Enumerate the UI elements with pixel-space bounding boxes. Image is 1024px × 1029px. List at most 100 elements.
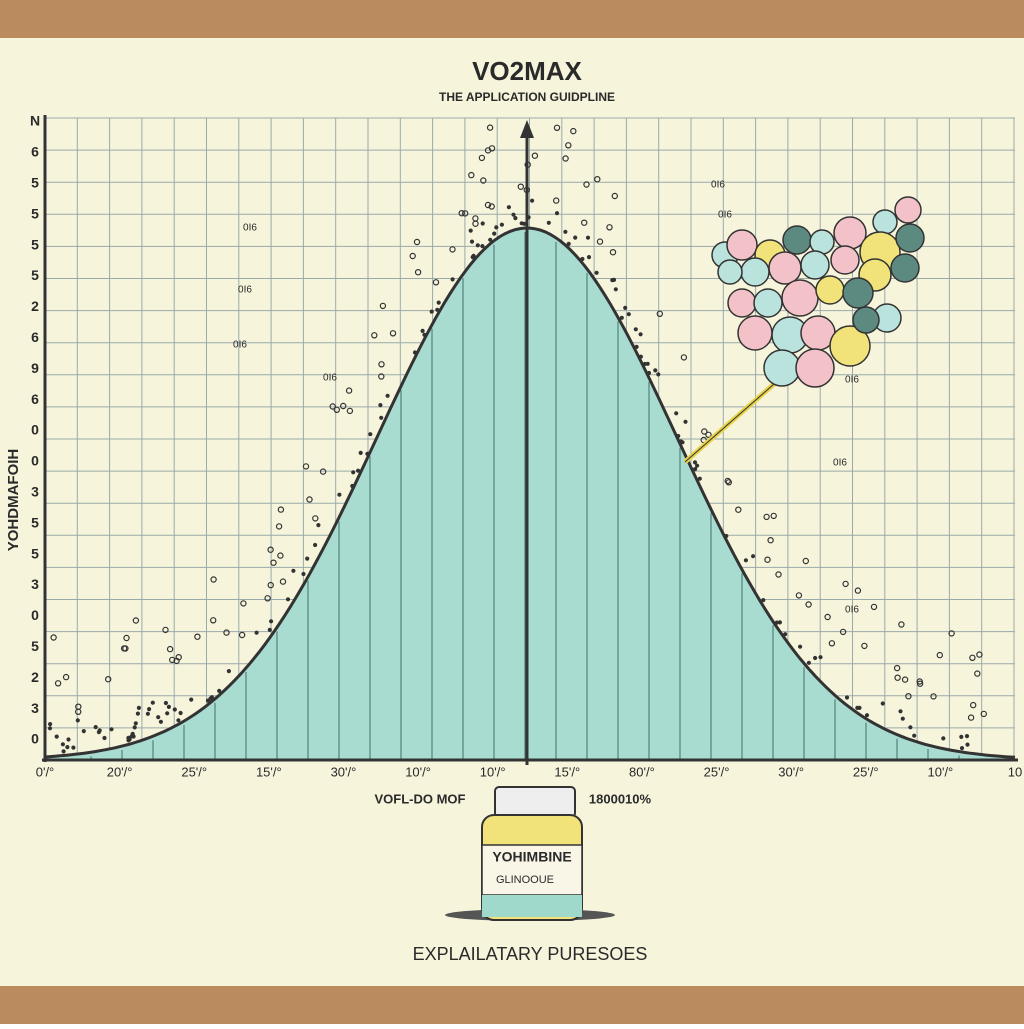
- dot: [976, 651, 983, 658]
- x-label: 25'/°: [181, 764, 207, 779]
- annotation: 0I6: [323, 373, 337, 384]
- scatter-dots: [47, 124, 988, 754]
- dot: [855, 705, 860, 711]
- dot: [238, 631, 246, 639]
- dot: [562, 155, 569, 162]
- dot: [680, 440, 685, 445]
- x-label: 15'/°: [554, 764, 580, 779]
- dot: [471, 253, 476, 258]
- x-label: 15'/°: [256, 764, 282, 779]
- dot: [123, 634, 130, 642]
- dot: [102, 735, 107, 741]
- dot: [763, 513, 770, 521]
- annotation: 0I6: [845, 375, 859, 386]
- dot: [901, 676, 909, 683]
- dot: [62, 673, 70, 681]
- dot: [553, 124, 561, 132]
- dot: [217, 688, 222, 694]
- dot: [488, 145, 496, 152]
- dot: [291, 568, 296, 573]
- dot: [898, 709, 903, 714]
- dot: [638, 354, 644, 359]
- dot: [492, 231, 497, 236]
- dot: [546, 220, 551, 225]
- dot: [839, 628, 847, 636]
- dot: [611, 192, 619, 200]
- dot: [580, 256, 585, 262]
- dot: [420, 328, 425, 333]
- dot: [409, 252, 416, 260]
- x-label: 10'/°: [405, 764, 431, 779]
- annotation: 0I6: [711, 180, 725, 191]
- dot: [626, 312, 631, 317]
- bottle-right-label: 1800010%: [589, 791, 652, 806]
- dot: [81, 728, 86, 734]
- y-label: 2: [31, 669, 39, 685]
- x-label: 10: [1008, 764, 1022, 779]
- y-label: 5: [31, 175, 39, 191]
- bottle-left-label: VOFL-DO MOF: [375, 791, 466, 806]
- dot: [905, 693, 912, 700]
- dot: [965, 742, 970, 747]
- dot: [854, 587, 862, 594]
- x-label: 10'/°: [928, 764, 954, 779]
- dot: [178, 710, 183, 716]
- dot: [967, 714, 975, 721]
- dot: [513, 216, 518, 221]
- y-label: 2: [31, 298, 39, 314]
- x-label: 30'/°: [331, 764, 357, 779]
- dot: [531, 152, 539, 159]
- dot: [301, 571, 306, 577]
- balloon: [727, 288, 757, 318]
- y-label: 0: [31, 422, 39, 438]
- dot: [724, 477, 731, 485]
- dot: [166, 645, 174, 653]
- dot: [223, 629, 230, 636]
- dot: [75, 718, 80, 723]
- dot: [585, 235, 591, 240]
- dot: [120, 645, 128, 652]
- dot: [346, 407, 354, 415]
- dot: [777, 620, 783, 625]
- dot: [267, 627, 272, 633]
- y-label: 0: [31, 731, 39, 747]
- balloon: [894, 196, 922, 224]
- dot: [606, 224, 613, 231]
- balloon: [768, 251, 802, 285]
- dot: [900, 716, 905, 721]
- x-label: 25'/°: [704, 764, 730, 779]
- dot: [861, 642, 868, 650]
- dot: [379, 302, 387, 310]
- dot: [653, 368, 658, 373]
- dot: [930, 693, 937, 700]
- dot: [345, 387, 353, 394]
- subtitle: THE APPLICATION GUIDPLINE: [439, 90, 615, 104]
- dot: [412, 350, 418, 355]
- dot: [472, 215, 479, 222]
- dot: [735, 506, 742, 513]
- bottle-cap: [494, 786, 576, 818]
- dot: [462, 210, 469, 217]
- dot: [613, 287, 618, 292]
- dot: [674, 411, 679, 416]
- x-label: 0'/°: [36, 764, 55, 779]
- dot: [750, 554, 756, 559]
- bottle-label: [481, 844, 583, 896]
- dot: [611, 277, 617, 282]
- dot: [429, 309, 434, 314]
- dot: [864, 713, 870, 718]
- dot: [285, 597, 291, 602]
- dot: [378, 361, 385, 368]
- dot: [743, 558, 749, 563]
- dot: [573, 235, 578, 240]
- dot: [634, 344, 639, 349]
- dot: [478, 154, 486, 162]
- annotation: 0I6: [233, 340, 247, 351]
- y-label: 3: [31, 484, 39, 500]
- dot: [894, 674, 901, 681]
- dot: [959, 745, 965, 751]
- dot: [356, 468, 361, 473]
- dot: [570, 127, 577, 135]
